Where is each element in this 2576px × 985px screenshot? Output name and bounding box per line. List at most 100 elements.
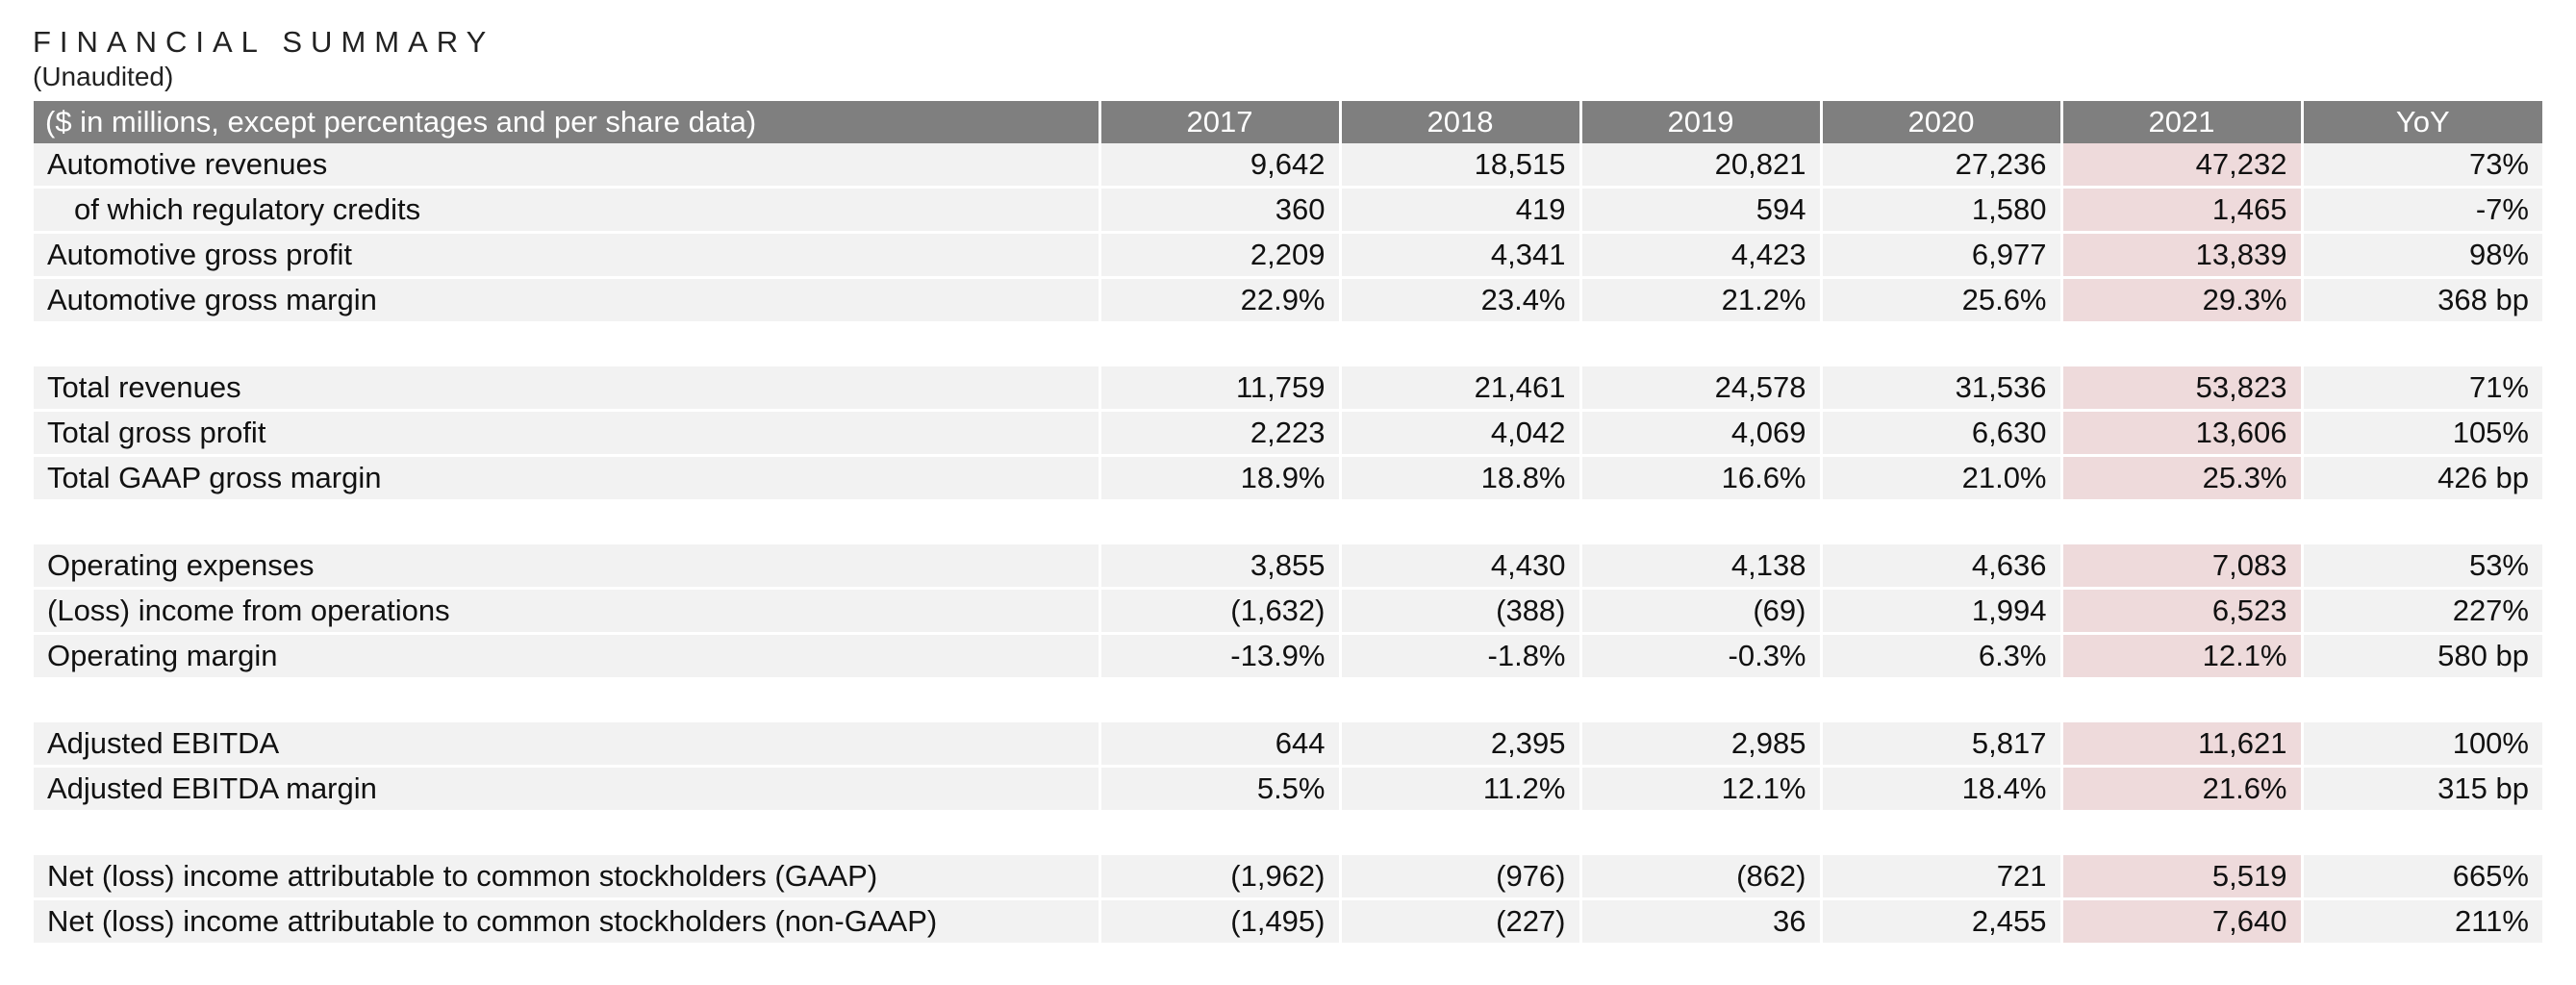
- cell-yoy: 53%: [2302, 544, 2542, 590]
- cell-2017: 2,223: [1099, 410, 1342, 457]
- table-row: (Loss) income from operations (1,632) (388…: [34, 588, 2542, 635]
- cell-yoy: 426 bp: [2302, 455, 2542, 502]
- cell-2020: 6,630: [1821, 410, 2063, 457]
- cell-2021: 25.3%: [2061, 455, 2304, 502]
- cell-2019: 2,985: [1580, 722, 1823, 768]
- table-row: Total gross profit 2,223 4,042 4,069 6,630 13…: [34, 410, 2542, 457]
- cell-2019: 4,138: [1580, 544, 1823, 590]
- cell-2019: 4,069: [1580, 410, 1823, 457]
- cell-yoy: 227%: [2302, 588, 2542, 635]
- cell-2021: 53,823: [2061, 366, 2304, 412]
- cell-2019: (69): [1580, 588, 1823, 635]
- cell-2017: 5.5%: [1099, 766, 1342, 813]
- table-row: Net (loss) income attributable to common…: [34, 898, 2542, 946]
- cell-2020: 25.6%: [1821, 277, 2063, 324]
- table-row: Operating margin -13.9% -1.8% -0.3% 6.3% 12.1…: [34, 633, 2542, 680]
- cell-2021: 12.1%: [2061, 633, 2304, 680]
- row-label: Total gross profit: [34, 410, 1101, 457]
- financial-summary-table: ($ in millions, except percentages and p…: [34, 101, 2542, 946]
- cell-2020: 5,817: [1821, 722, 2063, 768]
- cell-2018: 2,395: [1340, 722, 1582, 768]
- cell-2020: 4,636: [1821, 544, 2063, 590]
- row-label: Adjusted EBITDA: [34, 722, 1101, 768]
- cell-2021: 13,839: [2061, 232, 2304, 279]
- row-label: Operating expenses: [34, 544, 1101, 590]
- row-label: (Loss) income from operations: [34, 588, 1101, 635]
- cell-2017: 22.9%: [1099, 277, 1342, 324]
- cell-2019: 21.2%: [1580, 277, 1823, 324]
- cell-2020: 6,977: [1821, 232, 2063, 279]
- table-row: Automotive gross margin 22.9% 23.4% 21.2% 25…: [34, 277, 2542, 324]
- table-row: Automotive revenues 9,642 18,515 20,821 27,2…: [34, 143, 2542, 189]
- group-spacer-row: [34, 500, 2542, 544]
- cell-2019: 594: [1580, 187, 1823, 234]
- row-label: Operating margin: [34, 633, 1101, 680]
- row-label: Net (loss) income attributable to common…: [34, 855, 1101, 900]
- cell-2017: (1,495): [1099, 898, 1342, 946]
- row-label: Automotive gross margin: [34, 277, 1101, 324]
- cell-2019: 24,578: [1580, 366, 1823, 412]
- cell-yoy: 211%: [2302, 898, 2542, 946]
- cell-2018: -1.8%: [1340, 633, 1582, 680]
- spacer-cell: [34, 322, 2542, 366]
- cell-2017: 644: [1099, 722, 1342, 768]
- column-header-2017: 2017: [1099, 101, 1342, 143]
- cell-yoy: 98%: [2302, 232, 2542, 279]
- column-header-label: ($ in millions, except percentages and p…: [34, 101, 1101, 143]
- cell-2021: 7,083: [2061, 544, 2304, 590]
- cell-2018: 4,430: [1340, 544, 1582, 590]
- cell-2021: 13,606: [2061, 410, 2304, 457]
- cell-2018: (227): [1340, 898, 1582, 946]
- cell-2018: 23.4%: [1340, 277, 1582, 324]
- cell-2019: (862): [1580, 855, 1823, 900]
- column-header-yoy: YoY: [2302, 101, 2542, 143]
- column-header-2018: 2018: [1340, 101, 1582, 143]
- cell-yoy: 665%: [2302, 855, 2542, 900]
- row-label: Adjusted EBITDA margin: [34, 766, 1101, 813]
- cell-yoy: -7%: [2302, 187, 2542, 234]
- cell-2017: -13.9%: [1099, 633, 1342, 680]
- cell-2018: 11.2%: [1340, 766, 1582, 813]
- cell-yoy: 71%: [2302, 366, 2542, 412]
- group-spacer-row: [34, 811, 2542, 855]
- spacer-cell: [34, 811, 2542, 855]
- group-spacer-row: [34, 322, 2542, 366]
- table-row: Adjusted EBITDA 644 2,395 2,985 5,817 11,621 1…: [34, 722, 2542, 768]
- cell-yoy: 368 bp: [2302, 277, 2542, 324]
- cell-2018: 4,341: [1340, 232, 1582, 279]
- spacer-cell: [34, 678, 2542, 722]
- cell-2017: (1,962): [1099, 855, 1342, 900]
- cell-2017: 360: [1099, 187, 1342, 234]
- cell-2021: 1,465: [2061, 187, 2304, 234]
- cell-yoy: 315 bp: [2302, 766, 2542, 813]
- cell-2018: (976): [1340, 855, 1582, 900]
- cell-yoy: 100%: [2302, 722, 2542, 768]
- table-row: Net (loss) income attributable to common…: [34, 855, 2542, 900]
- cell-2021: 5,519: [2061, 855, 2304, 900]
- cell-yoy: 580 bp: [2302, 633, 2542, 680]
- cell-2018: 21,461: [1340, 366, 1582, 412]
- row-label: Total GAAP gross margin: [34, 455, 1101, 502]
- cell-2021: 29.3%: [2061, 277, 2304, 324]
- table-row: Total revenues 11,759 21,461 24,578 31,536 53…: [34, 366, 2542, 412]
- cell-2020: 31,536: [1821, 366, 2063, 412]
- cell-2020: 2,455: [1821, 898, 2063, 946]
- cell-2019: -0.3%: [1580, 633, 1823, 680]
- row-label: of which regulatory credits: [34, 187, 1101, 234]
- cell-2017: 18.9%: [1099, 455, 1342, 502]
- cell-2020: 27,236: [1821, 143, 2063, 189]
- cell-yoy: 105%: [2302, 410, 2542, 457]
- cell-2018: (388): [1340, 588, 1582, 635]
- cell-2021: 6,523: [2061, 588, 2304, 635]
- cell-2017: 11,759: [1099, 366, 1342, 412]
- cell-2020: 1,994: [1821, 588, 2063, 635]
- group-spacer-row: [34, 678, 2542, 722]
- column-header-2020: 2020: [1821, 101, 2063, 143]
- cell-2021: 21.6%: [2061, 766, 2304, 813]
- row-label: Total revenues: [34, 366, 1101, 412]
- table-row: Total GAAP gross margin 18.9% 18.8% 16.6% 21…: [34, 455, 2542, 502]
- cell-2018: 18.8%: [1340, 455, 1582, 502]
- cell-2017: (1,632): [1099, 588, 1342, 635]
- page-title: FINANCIAL SUMMARY: [33, 25, 495, 59]
- column-header-2021: 2021: [2061, 101, 2304, 143]
